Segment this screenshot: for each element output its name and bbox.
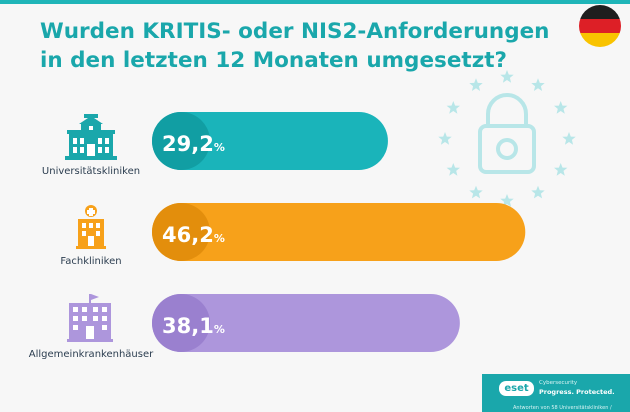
bar-label-circle-0 [152,112,210,170]
eu-star-2 [500,70,514,83]
eu-star-8 [500,194,514,207]
eu-star-4 [554,101,568,114]
university-building-icon [65,114,117,160]
eu-stars-padlock-icon [438,70,576,207]
logo-tagline-small: Cybersecurity [539,380,578,386]
flag-stripe-gold [579,33,621,47]
eset-logo: eset [499,381,534,396]
bar-label-circle-1 [152,203,210,261]
eu-star-1 [469,78,483,91]
bar-value-label-1: 46,2% [162,223,225,247]
bar-value-label-2: 38,1% [162,314,225,338]
eu-star-7 [531,185,545,199]
category-label-2: Allgemeinkrankenhäuser [28,349,154,360]
germany-flag-icon [579,5,621,47]
top-accent-rule [0,0,630,4]
title-line-1: Wurden KRITIS- oder NIS2-Anforderungen [40,19,550,44]
category-label-0: Universitätskliniken [41,166,141,177]
eu-star-11 [438,132,452,145]
footer-note: Antworten von 58 Universitätskliniken / [513,405,612,411]
bar-2 [152,294,460,352]
eu-star-0 [446,101,460,114]
eu-star-6 [554,163,568,176]
bar-value-label-0: 29,2% [162,132,225,156]
chart-title: Wurden KRITIS- oder NIS2-Anforderungen i… [40,17,560,75]
title-line-2: in den letzten 12 Monaten umgesetzt? [40,48,507,73]
general-hospital-building-icon [67,294,113,342]
hospital-building-icon [76,205,106,249]
logo-tagline: Progress. Protected. [539,388,615,396]
flag-stripe-black [579,5,621,19]
bar-label-circle-2 [152,294,210,352]
eu-star-10 [446,163,460,176]
flag-stripe-red [579,19,621,33]
bar-0 [152,112,388,170]
category-label-1: Fachkliniken [60,256,122,267]
eu-star-9 [469,185,483,199]
eu-star-3 [531,78,545,91]
eu-star-5 [562,132,576,145]
bar-1 [152,203,526,261]
